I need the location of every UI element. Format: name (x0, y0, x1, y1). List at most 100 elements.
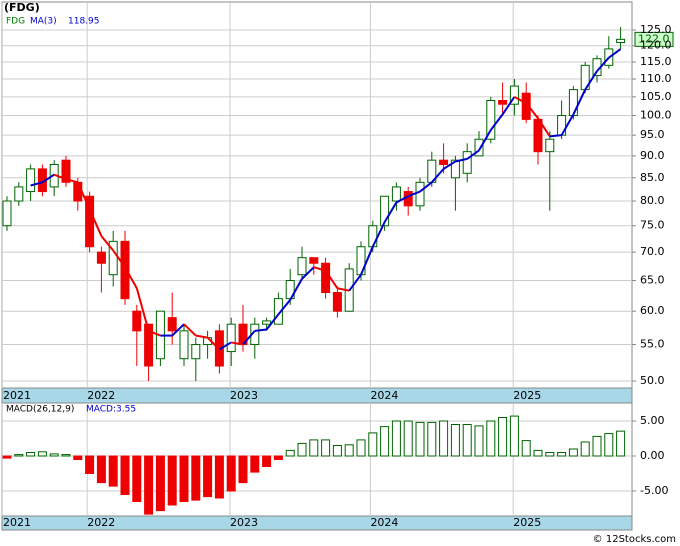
candle-body (521, 92, 531, 120)
candle-body (498, 100, 508, 105)
macd-bar (332, 444, 342, 457)
ma-line (395, 195, 409, 204)
ma-line (348, 274, 362, 292)
macd-panel (1, 402, 633, 517)
y-tick-label: 110.0 (640, 72, 672, 85)
x-axis-band (1, 515, 633, 531)
candle-body (226, 323, 236, 353)
candle-body (273, 298, 283, 325)
candle-body (26, 168, 36, 193)
ma-line (100, 235, 114, 252)
candle-body (450, 159, 460, 179)
candle-body (545, 138, 555, 153)
y-tick-label: 65.0 (640, 274, 665, 287)
ma-line (549, 134, 562, 138)
ma-line (53, 173, 67, 181)
macd-bar (403, 420, 413, 457)
ma-line (513, 95, 527, 104)
macd-bar (297, 442, 307, 457)
ma-line (265, 313, 280, 331)
x-tick-label: 2023 (230, 516, 258, 529)
ma-line (289, 278, 303, 301)
legend-ma-value: 118.95 (68, 17, 100, 27)
macd-bar (580, 441, 590, 457)
candle-body (486, 100, 496, 140)
macd-bar (521, 440, 531, 457)
macd-bar (604, 433, 614, 457)
candle-body (61, 159, 71, 183)
candle-body (179, 330, 189, 360)
y-tick-label: -5.00 (640, 484, 668, 497)
ma-line (124, 266, 138, 289)
macd-bar (26, 451, 36, 457)
y-tick-label: 120.0 (640, 39, 672, 52)
macd-bar (557, 451, 567, 457)
macd-bar (155, 455, 165, 512)
macd-bar (61, 454, 71, 457)
candle-body (568, 89, 578, 117)
macd-bar (415, 421, 425, 457)
ma-line (195, 334, 208, 339)
macd-bar (498, 416, 508, 457)
ma-line (537, 117, 551, 137)
x-tick-label: 2025 (513, 516, 541, 529)
symbol-label: FDG (6, 17, 25, 27)
footer: © 12Stocks.com (593, 534, 676, 545)
macd-bar (132, 455, 142, 503)
candle-body (191, 344, 201, 360)
x-tick-label: 2025 (513, 389, 541, 402)
candle-body (321, 262, 331, 294)
last-price-label: 122.0 (638, 32, 670, 45)
y-tick-label: 60.0 (640, 304, 665, 317)
candle-body (297, 257, 307, 276)
ma-line (183, 323, 197, 337)
macd-bar (439, 420, 449, 457)
y-tick-label: 105.0 (640, 90, 672, 103)
x-tick-label: 2021 (3, 516, 31, 529)
macd-bar (37, 451, 47, 457)
macd-bar (250, 455, 260, 473)
candle-body (474, 138, 484, 157)
y-tick-label: 125.0 (640, 23, 672, 36)
macd-bar (450, 423, 460, 457)
legend-ma: MA(3) (30, 17, 57, 27)
ma-line (407, 190, 421, 198)
ma-line (218, 341, 232, 351)
ma-line (324, 270, 339, 289)
macd-bar (616, 430, 626, 457)
x-tick-label: 2024 (370, 516, 398, 529)
chart-title: (FDG) (4, 1, 40, 14)
y-tick-label: 90.0 (640, 149, 665, 162)
macd-bar (191, 455, 201, 501)
ma-line (608, 48, 622, 59)
macd-bar (462, 423, 472, 457)
candle-body (108, 240, 118, 276)
candle-body (167, 317, 177, 332)
x-tick-label: 2022 (87, 389, 115, 402)
macd-value: MACD:3.55 (86, 405, 136, 415)
macd-bar (368, 432, 378, 457)
x-tick-label: 2021 (3, 389, 31, 402)
ma-line (41, 173, 55, 184)
y-tick-label: 50.0 (640, 374, 665, 387)
macd-bar (273, 455, 283, 461)
candle-body (332, 292, 342, 312)
candle-body (462, 151, 472, 174)
candle-body (85, 195, 95, 248)
candle-body (262, 320, 272, 325)
x-tick-label: 2023 (230, 389, 258, 402)
ma-line (65, 178, 79, 184)
candle-body (144, 323, 154, 367)
candle-body (120, 240, 130, 300)
ma-line (431, 168, 445, 183)
candle-body (616, 38, 626, 44)
y-tick-label: 85.0 (640, 171, 665, 184)
macd-bar (238, 455, 248, 484)
y-tick-label: 80.0 (640, 194, 665, 207)
candle-body (391, 186, 401, 202)
macd-bar (321, 439, 331, 457)
ma-line (360, 246, 374, 276)
macd-bar (203, 455, 213, 498)
ma-line (88, 208, 103, 237)
